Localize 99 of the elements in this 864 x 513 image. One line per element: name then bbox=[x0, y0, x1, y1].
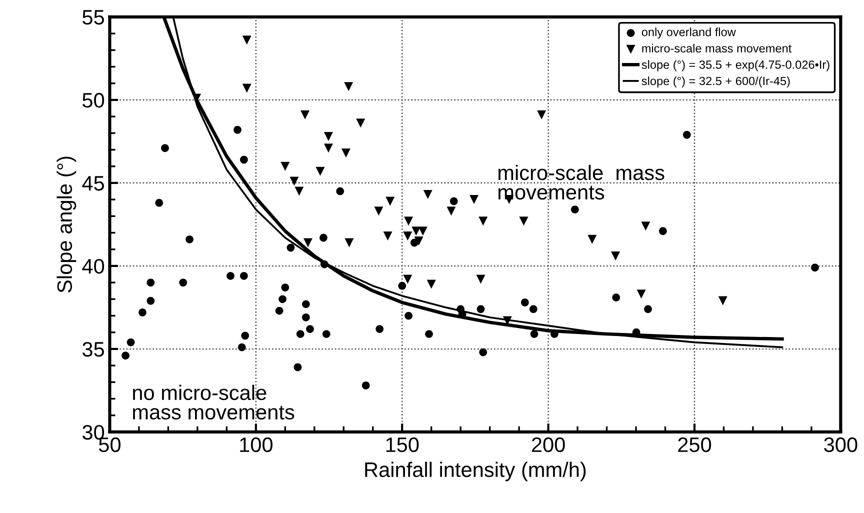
point bbox=[238, 343, 246, 352]
point bbox=[658, 227, 667, 236]
point bbox=[240, 272, 248, 280]
point bbox=[161, 144, 169, 152]
point bbox=[275, 306, 284, 315]
point bbox=[320, 260, 328, 268]
point bbox=[412, 226, 421, 236]
point bbox=[302, 300, 310, 308]
point bbox=[344, 238, 354, 248]
point bbox=[537, 110, 546, 120]
point bbox=[386, 196, 395, 206]
point bbox=[240, 156, 248, 164]
point bbox=[450, 197, 458, 206]
point bbox=[322, 330, 330, 338]
x-tick-label: 300 bbox=[824, 437, 858, 452]
point bbox=[280, 162, 290, 171]
point bbox=[811, 264, 819, 272]
point bbox=[588, 234, 597, 244]
point bbox=[242, 84, 252, 93]
point bbox=[374, 206, 384, 216]
point bbox=[146, 278, 155, 286]
annotation: no micro-scale mass movements bbox=[133, 384, 294, 420]
point bbox=[641, 222, 650, 231]
point bbox=[570, 206, 579, 214]
point bbox=[418, 226, 428, 236]
point bbox=[470, 195, 479, 204]
y-axis-title: Slope angle (°) bbox=[56, 156, 76, 293]
point bbox=[404, 312, 412, 320]
point bbox=[300, 110, 310, 120]
point bbox=[383, 232, 392, 241]
point bbox=[179, 278, 188, 286]
point bbox=[278, 295, 286, 304]
legend-label: micro-scale mass movement bbox=[642, 44, 792, 53]
x-tick-label: 100 bbox=[240, 437, 272, 452]
point bbox=[426, 280, 436, 289]
point bbox=[226, 272, 234, 280]
point bbox=[324, 144, 333, 153]
y-tick-label: 55 bbox=[82, 10, 104, 25]
point bbox=[636, 290, 646, 299]
point bbox=[644, 305, 652, 314]
point bbox=[302, 313, 310, 322]
x-tick-label: 250 bbox=[678, 437, 712, 452]
point bbox=[530, 330, 538, 338]
point bbox=[376, 325, 384, 333]
point bbox=[126, 338, 135, 346]
point bbox=[479, 348, 488, 356]
point bbox=[362, 382, 370, 390]
point bbox=[138, 308, 146, 316]
point bbox=[241, 332, 250, 340]
legend-label: only overland flow bbox=[642, 28, 736, 39]
point bbox=[146, 296, 155, 305]
point bbox=[356, 118, 366, 128]
point bbox=[341, 148, 350, 158]
point bbox=[303, 238, 312, 248]
point bbox=[478, 216, 488, 226]
y-tick-label: 50 bbox=[82, 92, 104, 108]
point bbox=[186, 235, 194, 244]
point bbox=[155, 198, 164, 207]
point bbox=[294, 363, 302, 372]
y-tick-label: 45 bbox=[82, 176, 104, 191]
y-tick-label: 40 bbox=[82, 258, 104, 274]
point bbox=[403, 274, 412, 284]
point bbox=[476, 305, 485, 314]
point bbox=[612, 294, 620, 302]
x-tick-label: 200 bbox=[532, 437, 565, 452]
point bbox=[519, 216, 528, 226]
x-tick-label: 150 bbox=[386, 437, 419, 452]
point bbox=[281, 284, 290, 292]
legend-label: slope (°) = 35.5 + exp(4.75-0.026•Ir) bbox=[642, 60, 830, 72]
point bbox=[520, 298, 529, 306]
point bbox=[290, 176, 299, 186]
point bbox=[425, 330, 433, 338]
point bbox=[423, 190, 432, 200]
point bbox=[316, 166, 325, 176]
annotation: micro-scale mass movements bbox=[498, 164, 664, 200]
point bbox=[398, 282, 406, 290]
point bbox=[306, 325, 314, 333]
point bbox=[320, 234, 328, 242]
x-axis-title: Rainfall intensity (mm/h) bbox=[365, 462, 586, 482]
point bbox=[294, 186, 304, 196]
point bbox=[122, 352, 130, 360]
point bbox=[336, 187, 344, 196]
point bbox=[324, 132, 333, 141]
point bbox=[718, 296, 728, 306]
point bbox=[529, 305, 538, 314]
legend-label: slope (°) = 32.5 + 600/(Ir-45) bbox=[642, 76, 790, 88]
y-tick-label: 35 bbox=[82, 342, 104, 357]
point bbox=[286, 244, 295, 252]
point bbox=[404, 216, 414, 226]
point bbox=[682, 130, 691, 139]
point bbox=[234, 126, 242, 134]
point bbox=[242, 36, 252, 45]
point bbox=[446, 206, 456, 216]
point bbox=[403, 232, 412, 241]
point bbox=[344, 82, 354, 92]
point bbox=[296, 330, 304, 338]
point bbox=[611, 251, 620, 260]
point bbox=[414, 236, 424, 246]
point bbox=[476, 274, 486, 284]
